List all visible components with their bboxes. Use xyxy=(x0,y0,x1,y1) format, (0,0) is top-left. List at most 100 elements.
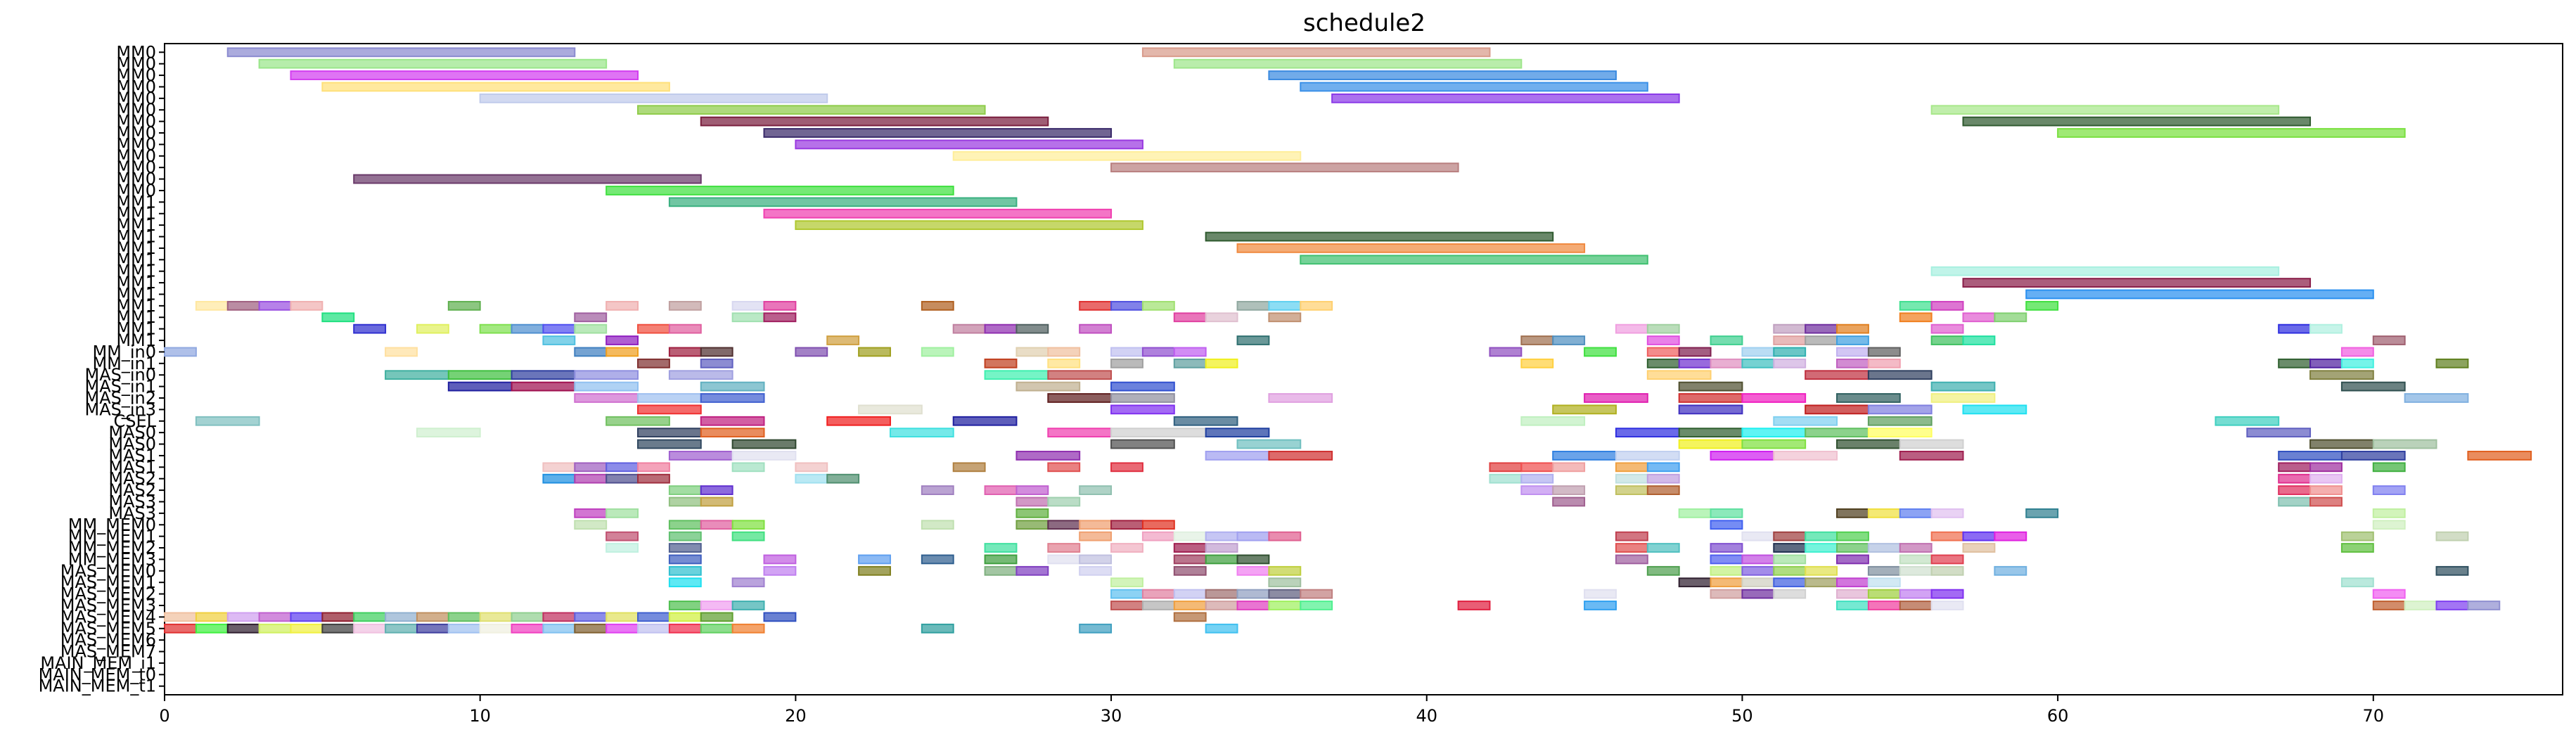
schedule-bar xyxy=(1268,577,1302,588)
schedule-bar xyxy=(2372,335,2406,345)
schedule-bar xyxy=(1899,312,1933,323)
schedule-bar xyxy=(1930,381,1996,392)
schedule-bar xyxy=(1836,543,1869,553)
schedule-bar xyxy=(1805,323,1838,334)
schedule-bar xyxy=(416,623,449,634)
schedule-bar xyxy=(605,462,639,473)
schedule-bar xyxy=(700,347,733,357)
schedule-bar xyxy=(1741,589,1775,599)
schedule-bar xyxy=(984,554,1018,565)
x-tick-label: 20 xyxy=(785,706,807,726)
schedule-bar xyxy=(1552,485,1586,495)
schedule-bar xyxy=(795,220,1143,231)
schedule-bar xyxy=(889,428,954,438)
schedule-bar xyxy=(1110,358,1143,368)
schedule-bar xyxy=(637,623,670,634)
schedule-bar xyxy=(2278,473,2312,484)
y-tick-label: MAS_MEM4 xyxy=(60,607,156,627)
schedule-bar xyxy=(1678,439,1743,449)
schedule-bar xyxy=(700,496,733,507)
schedule-bar xyxy=(511,370,576,380)
schedule-bar xyxy=(858,347,891,357)
schedule-bar xyxy=(1899,508,1933,518)
schedule-bar xyxy=(1805,428,1869,438)
schedule-bar xyxy=(1678,508,1712,518)
schedule-bar xyxy=(1205,543,1238,553)
schedule-bar xyxy=(763,565,797,576)
schedule-bar xyxy=(1173,554,1207,565)
schedule-bar xyxy=(1079,300,1113,311)
schedule-bar xyxy=(1110,381,1175,392)
schedule-bar xyxy=(1205,531,1238,541)
schedule-bar xyxy=(574,381,639,392)
schedule-bar xyxy=(1173,347,1207,357)
schedule-bar xyxy=(2340,577,2374,588)
schedule-bar xyxy=(574,462,608,473)
schedule-bar xyxy=(2309,462,2343,473)
schedule-bar xyxy=(447,381,513,392)
schedule-bar xyxy=(1741,565,1775,576)
schedule-bar xyxy=(1236,243,1586,253)
y-tick-label: MAS1 xyxy=(108,446,156,466)
schedule-bar xyxy=(1520,358,1554,368)
schedule-bar xyxy=(1047,370,1113,380)
schedule-bar xyxy=(731,439,797,449)
schedule-bar xyxy=(2309,439,2374,449)
schedule-bar xyxy=(1079,565,1113,576)
y-tick-label: MAIN_MEM_i1 xyxy=(40,653,156,673)
schedule-bar xyxy=(668,565,702,576)
schedule-bar xyxy=(479,93,828,103)
x-tick-label: 50 xyxy=(1731,706,1753,726)
schedule-bar xyxy=(1741,358,1775,368)
schedule-bar xyxy=(1047,393,1113,403)
schedule-bar xyxy=(1930,601,1964,610)
x-tick-label: 10 xyxy=(469,706,491,726)
schedule-bar xyxy=(1141,601,1175,610)
schedule-bar xyxy=(605,543,639,553)
schedule-bar xyxy=(1520,335,1554,345)
schedule-bar xyxy=(1773,543,1807,553)
y-tick-label: MAS1 xyxy=(108,457,156,477)
schedule-bar xyxy=(542,623,576,634)
schedule-bar xyxy=(258,58,608,69)
schedule-bar xyxy=(1930,266,2280,276)
schedule-bar xyxy=(226,623,260,634)
schedule-bar xyxy=(1836,508,1869,518)
schedule-bar xyxy=(574,370,639,380)
schedule-bar xyxy=(637,439,702,449)
schedule-bar xyxy=(1015,381,1081,392)
schedule-bar xyxy=(1962,404,2027,415)
schedule-bar xyxy=(921,520,954,530)
schedule-bar xyxy=(385,347,418,357)
schedule-bar xyxy=(1805,577,1838,588)
y-tick-label: MAS_in0 xyxy=(84,365,156,385)
y-tick-label: MM0 xyxy=(116,134,156,154)
schedule-bar xyxy=(2404,601,2437,610)
schedule-bar xyxy=(1331,93,1680,103)
x-tick-label: 40 xyxy=(1416,706,1437,726)
schedule-bar xyxy=(1110,543,1143,553)
schedule-bar xyxy=(637,473,670,484)
schedule-bar xyxy=(1015,323,1049,334)
y-tick-label: MM_MEM1 xyxy=(68,527,156,546)
schedule-bar xyxy=(1805,370,1869,380)
y-tick-label: MM1 xyxy=(116,215,156,235)
schedule-bar xyxy=(1110,601,1143,610)
schedule-bar xyxy=(1773,531,1807,541)
schedule-bar xyxy=(447,300,481,311)
schedule-bar xyxy=(2372,508,2406,518)
schedule-bar xyxy=(2404,393,2469,403)
schedule-bar xyxy=(542,323,576,334)
schedule-bar xyxy=(1615,485,1648,495)
schedule-bar xyxy=(1962,531,1996,541)
schedule-bar xyxy=(1710,589,1743,599)
schedule-bar xyxy=(921,554,954,565)
schedule-bar xyxy=(1773,416,1838,426)
y-tick-label: MM_MEM2 xyxy=(68,538,156,558)
schedule-bar xyxy=(1205,589,1238,599)
schedule-bar xyxy=(1867,428,1933,438)
schedule-bar xyxy=(605,531,639,541)
schedule-bar xyxy=(1110,439,1175,449)
schedule-bar xyxy=(1710,577,1743,588)
schedule-bar xyxy=(984,543,1018,553)
